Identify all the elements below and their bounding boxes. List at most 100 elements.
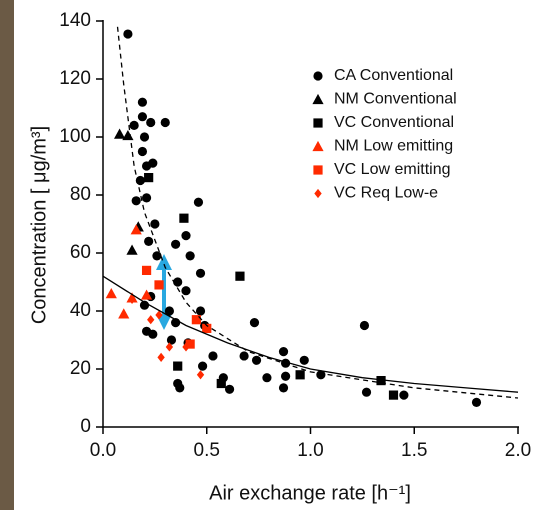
y-tick-label: 60 [70, 242, 91, 263]
x-tick-label: 0.5 [194, 440, 220, 461]
x-tick-label: 0.0 [90, 440, 116, 461]
point [361, 387, 372, 397]
point [137, 97, 148, 107]
point [195, 306, 206, 316]
point [181, 231, 191, 241]
point [198, 361, 208, 371]
point [122, 129, 134, 141]
point [471, 397, 482, 407]
legend-marker [312, 140, 324, 152]
point [182, 342, 190, 352]
point [208, 351, 218, 361]
point [281, 371, 291, 381]
point [126, 244, 138, 255]
point [299, 355, 309, 365]
y-tick-label: 0 [80, 416, 91, 437]
point [118, 308, 130, 319]
fit-curve [116, 26, 519, 399]
point [399, 390, 409, 400]
point [137, 146, 148, 157]
x-axis-title: Air exchange rate [h⁻¹] [209, 482, 411, 504]
point [249, 318, 260, 328]
point [175, 383, 185, 393]
legend-label: VC Req Low-e [334, 185, 438, 202]
photo-strip [0, 0, 14, 510]
point [262, 373, 272, 383]
point [154, 280, 164, 290]
point [166, 335, 177, 345]
point [278, 347, 289, 357]
point [316, 370, 326, 380]
y-axis-title: Concentration [ μg/m³] [28, 126, 50, 324]
point [139, 132, 150, 142]
point [376, 376, 386, 386]
point [129, 120, 139, 130]
point [148, 158, 158, 168]
legend-label: VC Conventional [334, 114, 454, 131]
point [185, 339, 195, 349]
point [193, 197, 204, 207]
legend-label: NM Conventional [334, 91, 457, 108]
point [157, 352, 165, 362]
point [141, 265, 152, 275]
legend-marker [313, 118, 323, 128]
point [130, 224, 142, 235]
fit-curve [102, 275, 519, 393]
point [185, 251, 195, 261]
point [171, 239, 181, 249]
legend-marker [314, 188, 322, 199]
point [235, 271, 245, 281]
y-tick-label: 100 [59, 126, 91, 147]
point [155, 310, 163, 320]
y-tick-label: 20 [70, 358, 91, 379]
point [173, 277, 183, 287]
legend-marker [313, 165, 323, 175]
point [278, 383, 289, 393]
point [123, 29, 133, 39]
point [239, 351, 249, 361]
point [150, 219, 160, 229]
point [131, 196, 141, 206]
point [140, 289, 153, 300]
point [295, 370, 305, 380]
legend-label: VC Low emitting [334, 161, 451, 178]
legend-label: NM Low emitting [334, 138, 453, 155]
point [141, 193, 152, 203]
point [224, 384, 235, 394]
y-tick-label: 140 [59, 10, 91, 31]
y-tick-label: 80 [70, 184, 91, 205]
point [202, 323, 212, 333]
point [216, 378, 226, 389]
point [114, 128, 126, 139]
point [147, 315, 155, 325]
point [105, 288, 117, 299]
point [148, 329, 158, 339]
point [191, 315, 201, 325]
point [181, 286, 191, 296]
point [388, 390, 399, 400]
point [251, 355, 262, 365]
point [164, 306, 174, 316]
point [144, 236, 154, 246]
point [137, 112, 148, 122]
point [173, 361, 183, 371]
point [165, 342, 174, 352]
point [359, 320, 370, 331]
point [144, 173, 154, 183]
y-tick-label: 120 [59, 68, 91, 89]
point [146, 117, 156, 128]
legend-label: CA Conventional [334, 67, 453, 84]
x-tick-label: 1.0 [297, 440, 323, 461]
x-tick-label: 1.5 [401, 440, 427, 461]
point [160, 117, 170, 128]
point [152, 251, 162, 261]
legend-marker [312, 93, 324, 105]
y-tick-label: 40 [70, 300, 91, 321]
point [179, 213, 189, 223]
legend-marker [313, 71, 323, 81]
x-tick-label: 2.0 [505, 440, 531, 461]
point [128, 294, 136, 304]
point [195, 268, 206, 278]
point [196, 370, 205, 380]
